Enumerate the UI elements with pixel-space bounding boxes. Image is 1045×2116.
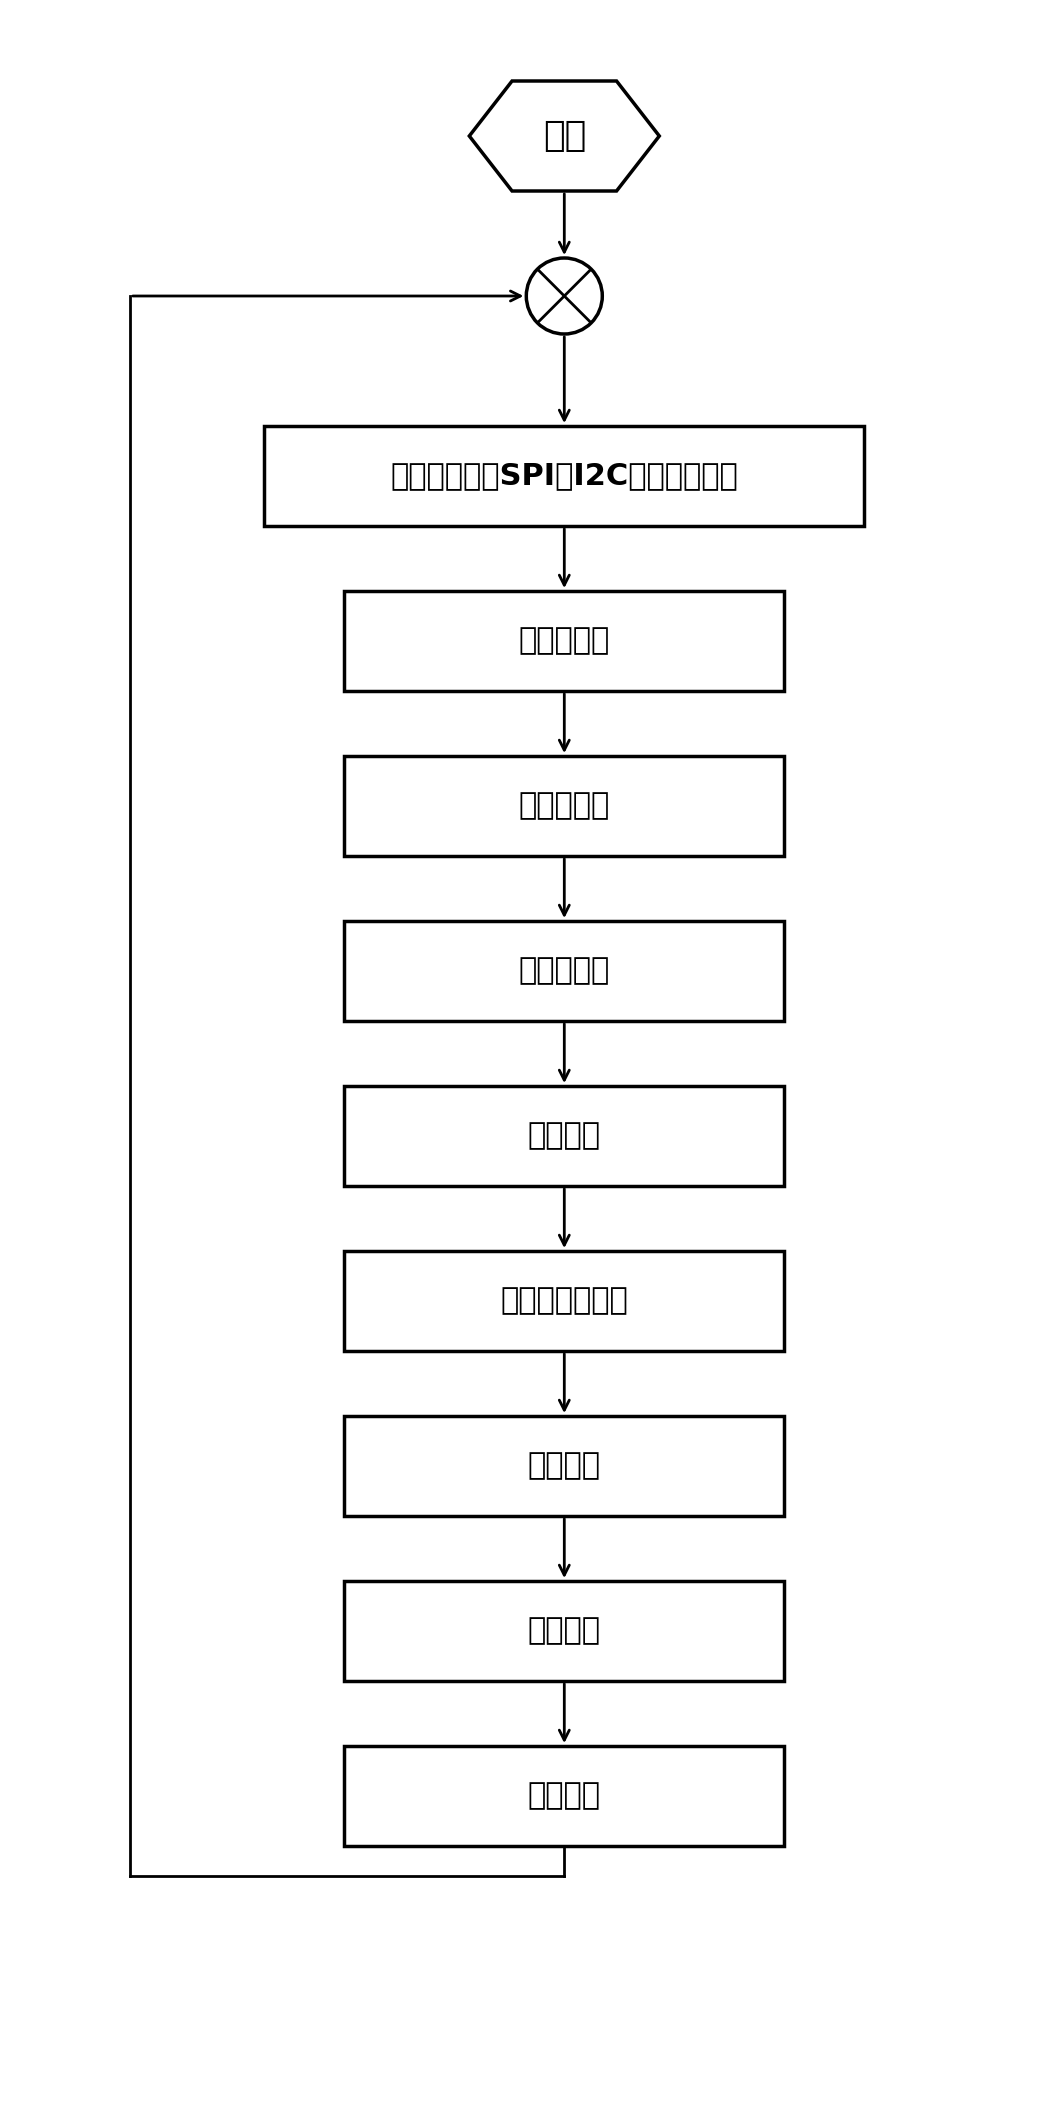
Text: 读终端地址: 读终端地址 xyxy=(518,956,610,986)
Text: 保护判断: 保护判断 xyxy=(528,1452,601,1481)
Text: 数据计算、分析: 数据计算、分析 xyxy=(501,1287,628,1316)
Circle shape xyxy=(527,258,602,334)
Text: 读取遥信: 读取遥信 xyxy=(528,1617,601,1646)
Text: 开始: 开始 xyxy=(542,118,586,152)
Text: 读取标定系: 读取标定系 xyxy=(518,626,610,656)
Text: 系统初始化（SPI、I2C、定时器等）: 系统初始化（SPI、I2C、定时器等） xyxy=(391,461,738,491)
Text: 交流采样: 交流采样 xyxy=(528,1121,601,1151)
Bar xyxy=(344,755,785,857)
Bar xyxy=(344,1086,785,1185)
Polygon shape xyxy=(469,80,659,190)
Bar xyxy=(344,1416,785,1515)
Bar xyxy=(344,590,785,692)
Text: 读保护定値: 读保护定値 xyxy=(518,791,610,821)
Bar xyxy=(344,1746,785,1845)
Bar xyxy=(344,920,785,1022)
Bar xyxy=(344,1251,785,1350)
Bar xyxy=(344,1581,785,1680)
Text: 通信处理: 通信处理 xyxy=(528,1782,601,1811)
Bar xyxy=(264,425,864,527)
